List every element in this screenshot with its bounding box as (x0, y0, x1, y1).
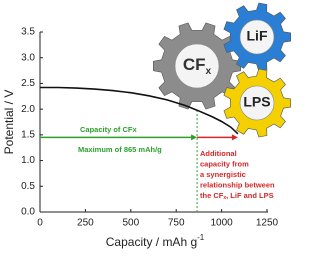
y-tick-label: 0.0 (21, 207, 35, 218)
gear-center (174, 43, 220, 89)
gears: CFx LiF LPS (153, 2, 291, 138)
y-tick-label: 2.0 (21, 104, 35, 115)
y-tick-label: 3.5 (21, 27, 35, 38)
gear-label: LPS (243, 94, 270, 110)
y-tick-label: 0.5 (21, 181, 35, 192)
y-tick-label: 1.5 (21, 129, 35, 140)
red-annotation: capacity from (200, 159, 249, 168)
gear-label-sub: x (206, 66, 212, 77)
x-tick-label: 1000 (210, 218, 233, 229)
x-tick-label: 0 (37, 218, 43, 229)
x-tick-label: 250 (77, 218, 94, 229)
y-tick-label: 3.0 (21, 52, 35, 63)
arrow-head (191, 134, 198, 141)
red-annotation-sub: x (223, 195, 226, 201)
y-tick-label: 1.0 (21, 155, 35, 166)
x-tick-label: 1250 (256, 218, 279, 229)
red-annotation: a synergistic (200, 170, 246, 179)
gear-label: LiF (247, 28, 268, 44)
curve (40, 86, 239, 135)
x-axis-label: Capacity / mAh g-1 (106, 233, 205, 249)
red-annotation: relationship between (200, 180, 275, 189)
arrow-head (231, 134, 238, 141)
green-annotation: Capacity of CFx (80, 125, 138, 134)
x-tick-label: 500 (122, 218, 139, 229)
gear-center (239, 19, 275, 55)
red-annotation-part: the CF (200, 191, 224, 200)
y-axis-label: Potential / V (2, 90, 16, 155)
gear-label-main: CF (183, 55, 206, 74)
gear-center (239, 85, 275, 121)
x-axis-label-sup: -1 (197, 233, 205, 242)
red-annotation: Additional (200, 149, 237, 158)
gear-label: CFx (183, 55, 212, 76)
x-tick-label: 750 (168, 218, 185, 229)
y-tick-label: 2.5 (21, 78, 35, 89)
red-annotation-part: , LiF and LPS (226, 191, 274, 200)
red-annotation: the CFx, LiF and LPS (200, 191, 274, 201)
x-axis-label-main: Capacity / mAh g (106, 235, 197, 249)
green-annotation: Maximum of 865 mAh/g (78, 145, 162, 154)
